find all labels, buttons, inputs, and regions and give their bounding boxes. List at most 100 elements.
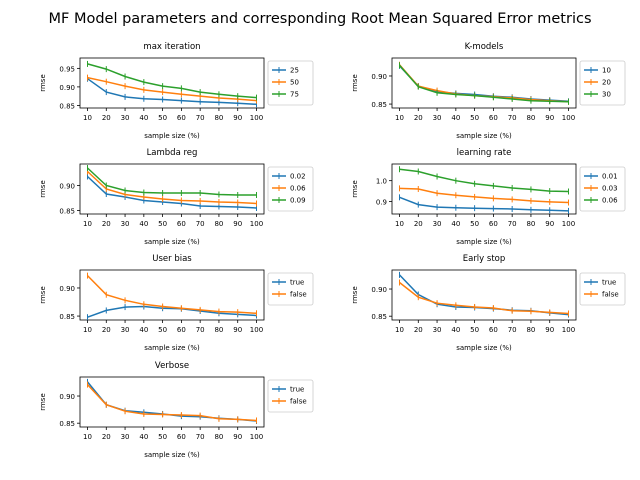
series-false (86, 381, 257, 424)
x-tick-label: 60 (177, 433, 186, 441)
x-tick-label: 50 (158, 326, 167, 334)
legend-label: 0.06 (290, 185, 306, 193)
series-line (399, 281, 569, 315)
x-tick-label: 100 (250, 114, 263, 122)
x-tick-label: 20 (414, 220, 423, 228)
x-tick-label: 50 (158, 220, 167, 228)
x-tick-label: 80 (526, 220, 535, 228)
series-line (86, 167, 257, 196)
legend-label: 30 (602, 91, 611, 99)
series-line (86, 170, 257, 205)
subplot-lambda-reg: Lambda reg 10 20 30 40 50 60 70 80 90 100 0.85 0.90 s… (39, 148, 314, 246)
x-tick-label: 20 (102, 433, 111, 441)
x-tick-label: 60 (489, 114, 498, 122)
series-line (86, 384, 257, 422)
x-tick-label: 60 (489, 326, 498, 334)
y-tick-label: 0.9 (376, 199, 387, 207)
legend-label: 0.01 (602, 173, 618, 181)
subplot-title: User bias (152, 254, 192, 264)
subplot-title: Lambda reg (147, 148, 198, 158)
series-line (399, 168, 569, 193)
legend-label: 0.09 (290, 197, 306, 205)
legend: 25 50 75 (267, 60, 314, 106)
x-tick-label: 10 (83, 220, 92, 228)
x-axis-label: sample size (%) (144, 451, 200, 459)
subplot-max-iteration: max iteration 10 20 30 40 50 60 70 80 90 100 0.85 0.… (39, 42, 314, 140)
series-false (399, 279, 569, 317)
series-line (398, 274, 569, 316)
series-line (86, 275, 257, 315)
y-tick-label: 0.85 (59, 102, 75, 110)
plot-frame (79, 57, 265, 109)
x-tick-label: 80 (214, 220, 223, 228)
legend-label: true (290, 386, 304, 394)
subplot-title: max iteration (143, 42, 200, 52)
subplot-grid: max iteration 10 20 30 40 50 60 70 80 90 100 0.85 0.… (39, 42, 626, 459)
x-axis-label: sample size (%) (144, 132, 200, 140)
series-line (87, 63, 257, 99)
x-tick-label: 60 (177, 114, 186, 122)
x-tick-label: 100 (562, 326, 575, 334)
x-tick-label: 100 (250, 433, 263, 441)
x-tick-label: 90 (545, 220, 554, 228)
y-tick-label: 0.95 (59, 65, 75, 73)
x-axis-label: sample size (%) (144, 238, 200, 246)
x-tick-label: 60 (489, 220, 498, 228)
x-tick-label: 80 (214, 114, 223, 122)
x-tick-label: 30 (121, 220, 130, 228)
x-axis-label: sample size (%) (456, 238, 512, 246)
x-tick-label: 60 (177, 220, 186, 228)
x-axis-label: sample size (%) (456, 132, 512, 140)
x-axis-label: sample size (%) (144, 344, 200, 352)
x-tick-label: 50 (158, 114, 167, 122)
x-tick-label: 90 (233, 433, 242, 441)
x-tick-label: 30 (433, 114, 442, 122)
y-axis-label: rmse (351, 74, 359, 92)
subplot-title: K-models (465, 42, 504, 52)
x-tick-label: 100 (250, 326, 263, 334)
y-tick-label: 0.85 (371, 313, 387, 321)
x-tick-label: 80 (214, 326, 223, 334)
legend-label: false (290, 291, 307, 299)
series-false (86, 272, 257, 317)
x-tick-label: 100 (562, 220, 575, 228)
series-true (398, 271, 569, 318)
y-axis-label: rmse (39, 393, 47, 411)
x-tick-label: 70 (196, 220, 205, 228)
y-axis-label: rmse (39, 286, 47, 304)
legend-label: 20 (602, 79, 611, 87)
y-axis-label: rmse (39, 74, 47, 92)
subplot-user-bias: User bias 10 20 30 40 50 60 70 80 90 100 0.85 0.90 sa… (39, 254, 314, 352)
series-10 (398, 62, 569, 105)
x-tick-label: 60 (177, 326, 186, 334)
series-line (87, 305, 257, 318)
plot-frame (79, 269, 265, 321)
legend-label: true (290, 279, 304, 287)
x-tick-label: 40 (139, 433, 148, 441)
y-tick-label: 0.90 (59, 285, 75, 293)
series-line (87, 78, 257, 106)
x-tick-label: 50 (470, 326, 479, 334)
x-tick-label: 90 (233, 326, 242, 334)
series-75 (87, 60, 257, 101)
series-line (398, 64, 569, 103)
legend-label: 25 (290, 67, 299, 75)
x-tick-label: 70 (196, 326, 205, 334)
legend: true false (267, 272, 314, 306)
legend-label: true (602, 279, 616, 287)
x-tick-label: 50 (158, 433, 167, 441)
x-tick-label: 10 (83, 326, 92, 334)
x-tick-label: 30 (121, 433, 130, 441)
y-tick-label: 0.90 (59, 183, 75, 191)
x-tick-label: 30 (433, 326, 442, 334)
series-0.06 (399, 166, 569, 195)
legend-label: 0.02 (290, 173, 306, 181)
figure-suptitle: MF Model parameters and corresponding Ro… (48, 11, 591, 27)
plot-frame (391, 57, 577, 109)
legend: 0.01 0.03 0.06 (579, 166, 626, 212)
x-tick-label: 10 (83, 114, 92, 122)
x-tick-label: 40 (139, 114, 148, 122)
series-line (86, 175, 257, 209)
legend: 10 20 30 (579, 60, 626, 106)
